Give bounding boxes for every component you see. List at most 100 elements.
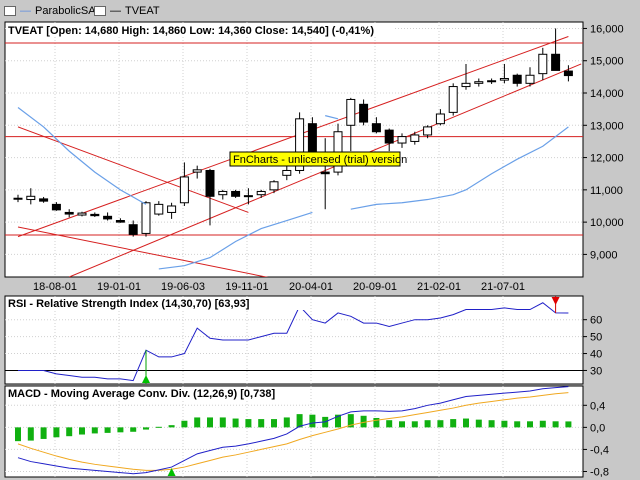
macd-histogram-bar[interactable] <box>565 421 572 428</box>
candle[interactable] <box>167 202 177 219</box>
candle[interactable] <box>359 99 369 126</box>
candle[interactable] <box>128 220 138 237</box>
candle[interactable] <box>231 189 241 198</box>
candle[interactable] <box>64 209 74 218</box>
macd-histogram-bar[interactable] <box>424 420 431 428</box>
price-plot-area[interactable] <box>4 21 584 278</box>
macd-histogram-bar[interactable] <box>488 420 495 428</box>
macd-histogram-bar[interactable] <box>219 417 226 428</box>
macd-histogram-bar[interactable] <box>130 427 137 432</box>
macd-histogram-bar[interactable] <box>66 427 73 437</box>
legend-item-tveat[interactable]: — TVEAT <box>94 4 160 18</box>
candle[interactable] <box>115 218 125 223</box>
macd-histogram-bar[interactable] <box>309 414 316 428</box>
macd-histogram-bar[interactable] <box>463 418 469 428</box>
macd-histogram-bar[interactable] <box>539 420 546 428</box>
candle[interactable] <box>90 212 100 217</box>
candle[interactable] <box>26 188 36 205</box>
candle[interactable] <box>525 67 535 87</box>
candle[interactable] <box>243 188 253 205</box>
candle[interactable] <box>192 165 202 179</box>
candle[interactable] <box>538 47 548 81</box>
candle[interactable] <box>371 117 381 134</box>
candle[interactable] <box>435 109 445 126</box>
parabolic-sar-line[interactable] <box>325 115 339 120</box>
candle[interactable] <box>320 138 330 210</box>
macd-histogram-bar[interactable] <box>194 417 201 428</box>
candle[interactable] <box>551 28 561 71</box>
candle[interactable] <box>39 196 49 203</box>
macd-histogram-bar[interactable] <box>40 427 47 439</box>
candle[interactable] <box>256 189 266 198</box>
macd-signal-line[interactable] <box>17 392 569 471</box>
macd-histogram-bar[interactable] <box>181 420 188 428</box>
candle[interactable] <box>205 168 215 226</box>
macd-histogram-bar[interactable] <box>207 417 213 428</box>
macd-histogram-bar[interactable] <box>514 421 521 428</box>
parabolic-sar-line[interactable] <box>350 126 569 210</box>
macd-histogram-bar[interactable] <box>552 421 559 428</box>
macd-histogram-bar[interactable] <box>411 421 418 428</box>
macd-histogram-bar[interactable] <box>373 417 380 428</box>
macd-histogram-bar[interactable] <box>143 427 149 430</box>
candle[interactable] <box>474 78 484 87</box>
macd-histogram-bar[interactable] <box>117 427 124 433</box>
macd-histogram-bar[interactable] <box>335 414 341 428</box>
macd-histogram-bar[interactable] <box>168 425 175 428</box>
candle[interactable] <box>269 180 279 194</box>
macd-histogram-bar[interactable] <box>386 420 393 428</box>
candle[interactable] <box>397 133 407 148</box>
candle[interactable] <box>512 73 522 87</box>
macd-histogram-bar[interactable] <box>91 427 98 434</box>
candle[interactable] <box>384 128 394 152</box>
buy-signal-icon[interactable] <box>167 468 176 476</box>
macd-histogram-bar[interactable] <box>527 421 533 428</box>
macd-histogram-bar[interactable] <box>283 417 290 428</box>
macd-plot-area[interactable] <box>4 385 584 478</box>
macd-histogram-bar[interactable] <box>245 419 252 428</box>
parabolic-sar-line[interactable] <box>158 211 313 270</box>
macd-histogram-bar[interactable] <box>232 418 239 428</box>
candle[interactable] <box>448 83 458 116</box>
sell-signal-icon[interactable] <box>551 297 560 305</box>
candle[interactable] <box>346 97 356 152</box>
macd-histogram-bar[interactable] <box>501 420 508 428</box>
candle[interactable] <box>423 125 433 139</box>
candle[interactable] <box>461 63 471 90</box>
macd-histogram-bar[interactable] <box>155 426 162 428</box>
trendline[interactable] <box>17 226 274 279</box>
macd-line[interactable] <box>17 386 569 475</box>
macd-histogram-bar[interactable] <box>104 427 111 433</box>
buy-signal-icon[interactable] <box>142 375 150 383</box>
macd-histogram-bar[interactable] <box>258 419 265 428</box>
rsi-plot-area[interactable] <box>4 295 584 385</box>
candle[interactable] <box>179 162 189 206</box>
macd-histogram-bar[interactable] <box>450 419 457 428</box>
candle[interactable] <box>141 201 151 237</box>
legend-item-sar[interactable]: — ParabolicSAR <box>4 4 103 18</box>
parabolic-sar-line[interactable] <box>17 107 147 205</box>
candle[interactable] <box>51 202 61 211</box>
macd-histogram-bar[interactable] <box>296 414 303 428</box>
candle[interactable] <box>77 211 87 217</box>
macd-histogram-bar[interactable] <box>79 427 85 435</box>
macd-histogram-bar[interactable] <box>347 414 354 428</box>
macd-histogram-bar[interactable] <box>15 427 21 442</box>
candle[interactable] <box>499 63 509 84</box>
candle[interactable] <box>13 194 23 203</box>
macd-histogram-bar[interactable] <box>271 419 277 428</box>
macd-histogram-bar[interactable] <box>360 415 367 428</box>
macd-histogram-bar[interactable] <box>475 419 482 428</box>
macd-histogram-bar[interactable] <box>437 420 444 428</box>
rsi-line[interactable] <box>18 302 569 382</box>
macd-histogram-bar[interactable] <box>399 421 405 428</box>
candle[interactable] <box>333 123 343 176</box>
candle[interactable] <box>563 65 573 82</box>
candle[interactable] <box>487 78 497 84</box>
candle[interactable] <box>103 212 113 221</box>
macd-histogram-bar[interactable] <box>27 427 34 441</box>
macd-histogram-bar[interactable] <box>53 427 60 438</box>
candle[interactable] <box>218 189 228 200</box>
candle[interactable] <box>154 201 164 216</box>
trendline[interactable] <box>17 36 569 238</box>
